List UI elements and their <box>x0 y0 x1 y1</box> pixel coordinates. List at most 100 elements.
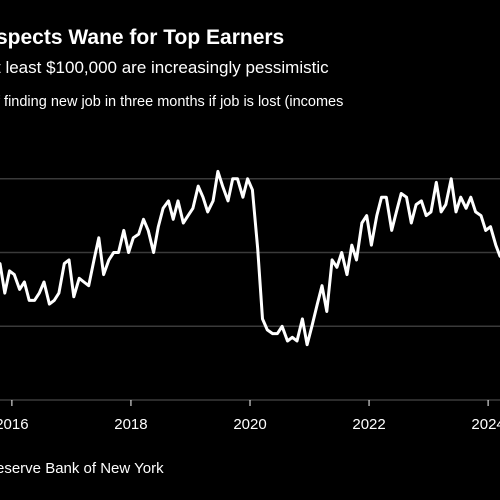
data-point <box>108 259 110 261</box>
data-point <box>177 200 179 202</box>
data-point <box>296 340 298 342</box>
data-point <box>117 251 120 254</box>
data-point <box>445 204 447 206</box>
data-point <box>132 237 134 239</box>
data-point <box>301 318 303 320</box>
data-point <box>311 325 313 327</box>
data-point <box>440 211 442 213</box>
data-point <box>197 185 199 187</box>
x-tick-label-2016: 2016 <box>0 416 29 433</box>
data-point <box>286 340 289 342</box>
data-point <box>93 259 95 261</box>
data-point <box>410 222 412 224</box>
data-point <box>391 229 393 231</box>
series-layer <box>0 169 500 347</box>
data-point <box>192 207 194 209</box>
data-point <box>247 178 249 180</box>
data-point <box>103 274 105 276</box>
data-point <box>113 251 115 254</box>
data-point <box>227 200 229 202</box>
data-point <box>98 237 100 239</box>
data-point <box>4 292 6 294</box>
data-point <box>123 229 125 231</box>
data-point <box>465 207 467 209</box>
data-point <box>43 281 45 283</box>
data-point <box>455 211 457 213</box>
data-point <box>366 215 368 217</box>
data-point <box>13 274 15 276</box>
data-point <box>480 215 482 217</box>
data-point <box>276 333 278 335</box>
data-point <box>182 222 184 224</box>
data-point <box>435 181 437 183</box>
data-point <box>370 244 372 246</box>
data-point <box>405 196 408 198</box>
source-note: eserve Bank of New York <box>0 460 164 477</box>
data-point <box>68 259 70 261</box>
data-point <box>425 215 427 217</box>
data-point <box>58 292 60 294</box>
data-point <box>495 244 497 246</box>
data-point <box>157 226 159 228</box>
data-point <box>251 189 253 191</box>
data-point <box>212 200 214 202</box>
y-axis-label: f finding new job in three months if job… <box>0 94 344 110</box>
data-point <box>153 251 155 254</box>
data-point <box>400 192 402 195</box>
data-point <box>0 263 1 265</box>
data-point <box>470 196 472 198</box>
data-point <box>306 344 308 346</box>
data-point <box>430 211 432 213</box>
data-point <box>19 288 21 290</box>
data-point <box>316 303 318 305</box>
data-point <box>207 211 209 213</box>
data-point <box>33 299 36 301</box>
data-point <box>172 218 174 220</box>
data-point <box>78 277 80 279</box>
data-point <box>351 244 353 246</box>
data-point <box>346 274 348 276</box>
data-point <box>420 200 422 202</box>
data-point <box>281 325 283 327</box>
data-point <box>162 207 164 209</box>
data-point <box>242 196 244 198</box>
data-point <box>336 266 338 268</box>
data-point <box>48 303 51 305</box>
data-point <box>291 336 293 338</box>
data-point <box>53 299 55 301</box>
data-point <box>142 218 145 220</box>
data-point <box>489 226 492 228</box>
data-point <box>63 263 65 265</box>
data-point <box>266 329 268 331</box>
data-point <box>222 185 224 187</box>
x-tick-label-2018: 2018 <box>114 416 147 433</box>
data-point <box>475 211 477 213</box>
data-point <box>415 204 417 206</box>
data-point <box>88 285 90 287</box>
data-point <box>341 251 343 254</box>
data-point <box>376 215 378 217</box>
x-axis-ticks: 2016 2018 2020 2022 2024 <box>0 400 500 433</box>
data-point <box>380 196 383 198</box>
series-line-0 <box>0 169 500 347</box>
data-point <box>202 196 204 198</box>
data-point <box>321 285 323 287</box>
data-point <box>167 200 170 202</box>
x-tick-label-2024: 2024 <box>471 416 500 433</box>
data-point <box>73 296 75 298</box>
data-point <box>395 211 397 213</box>
data-point <box>217 170 219 172</box>
chart-title: spects Wane for Top Earners <box>0 26 285 49</box>
data-point <box>361 222 363 224</box>
data-point <box>450 178 452 180</box>
data-point <box>485 229 487 231</box>
data-point <box>83 281 85 283</box>
data-point <box>355 259 358 261</box>
data-point <box>28 299 30 301</box>
data-point <box>272 333 274 335</box>
x-tick-label-2020: 2020 <box>233 416 266 433</box>
data-point <box>257 248 259 250</box>
data-point <box>187 215 189 217</box>
